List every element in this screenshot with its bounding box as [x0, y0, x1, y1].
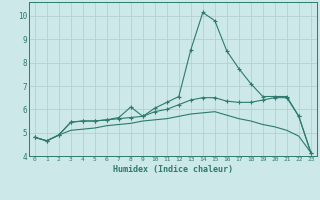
X-axis label: Humidex (Indice chaleur): Humidex (Indice chaleur)	[113, 165, 233, 174]
